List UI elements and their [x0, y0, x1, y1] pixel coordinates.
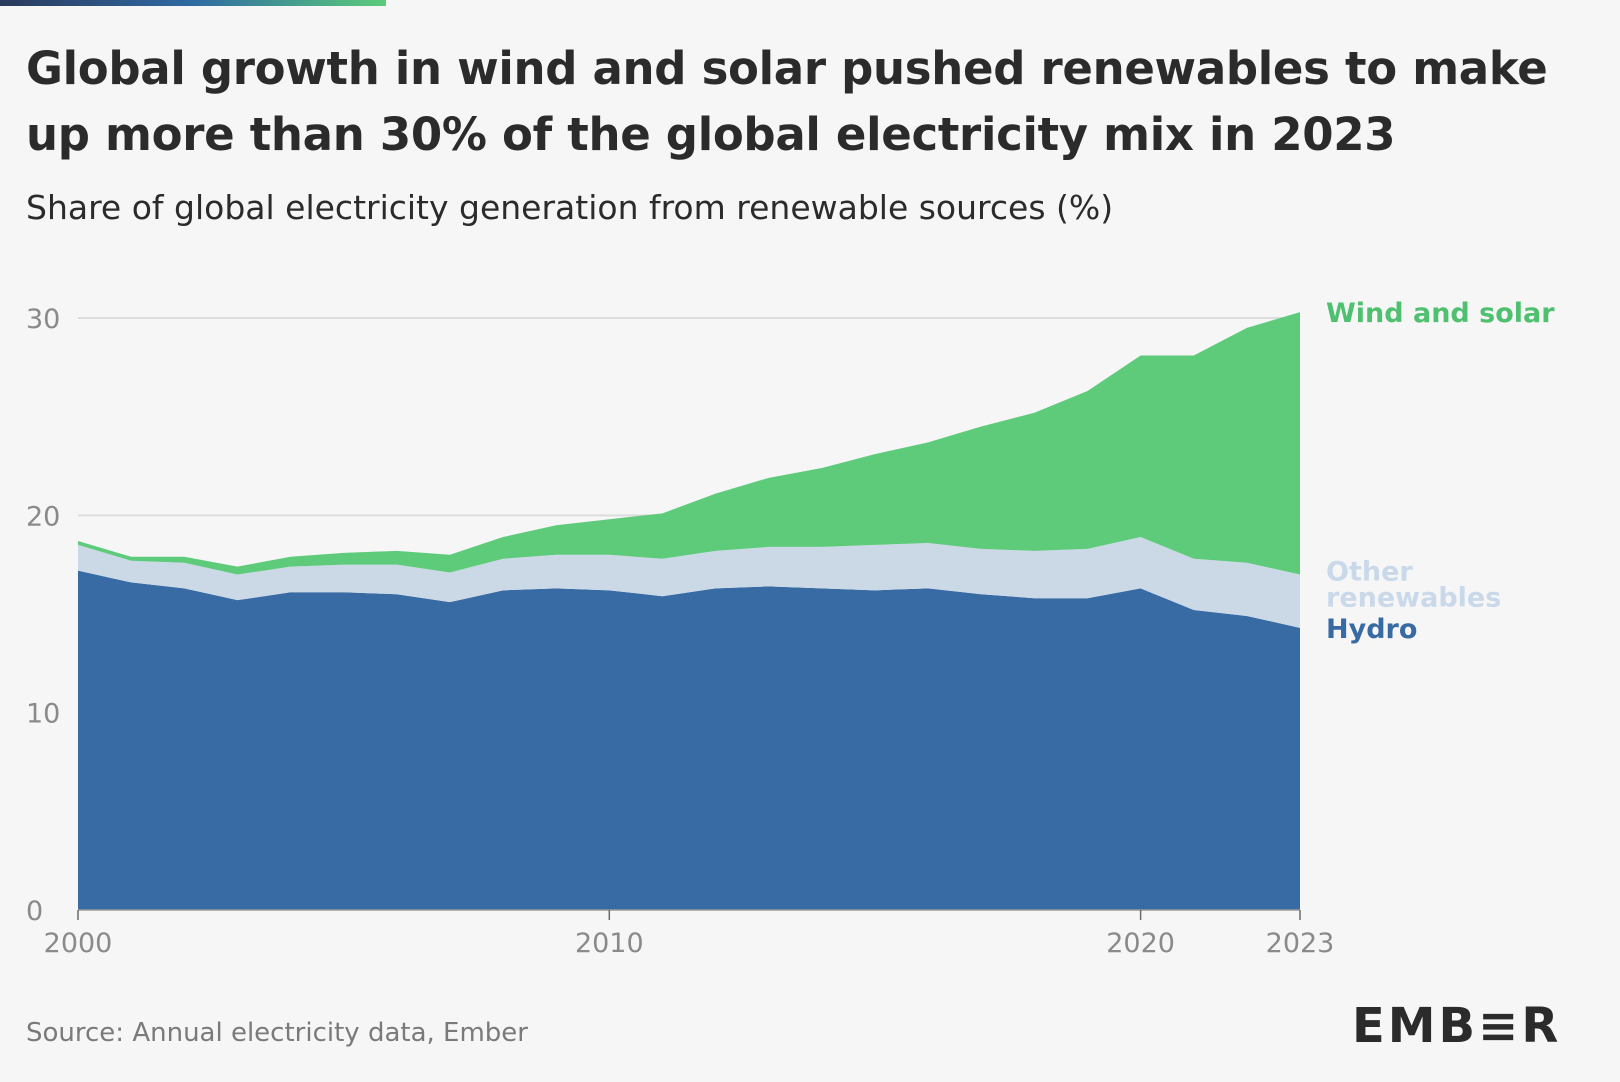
series-label-hydro: Hydro	[1326, 614, 1417, 645]
area-wind_solar	[78, 312, 1300, 575]
x-tick-label: 2023	[1266, 928, 1335, 959]
stacked-areas	[78, 312, 1300, 910]
series-label-wind-solar: Wind and solar	[1326, 298, 1555, 329]
source-note: Source: Annual electricity data, Ember	[26, 1018, 528, 1048]
ember-logo: EMB≡R	[1352, 998, 1562, 1054]
chart-subtitle: Share of global electricity generation f…	[26, 188, 1114, 227]
y-tick-label: 0	[26, 896, 43, 927]
y-tick-label: 20	[26, 501, 60, 532]
y-tick-label: 30	[26, 304, 60, 335]
x-tick-label: 2020	[1106, 928, 1175, 959]
area-hydro	[78, 570, 1300, 910]
area-other	[78, 537, 1300, 628]
chart-title: Global growth in wind and solar pushed r…	[26, 42, 1548, 161]
x-tick-label: 2000	[44, 928, 113, 959]
y-tick-label: 10	[26, 699, 60, 730]
x-tick-label: 2010	[575, 928, 644, 959]
accent-bar	[0, 0, 386, 6]
axes: 0 10 20 30 2000 2010 2020 2023	[26, 304, 1334, 959]
series-label-other: Other renewables	[1326, 557, 1501, 614]
